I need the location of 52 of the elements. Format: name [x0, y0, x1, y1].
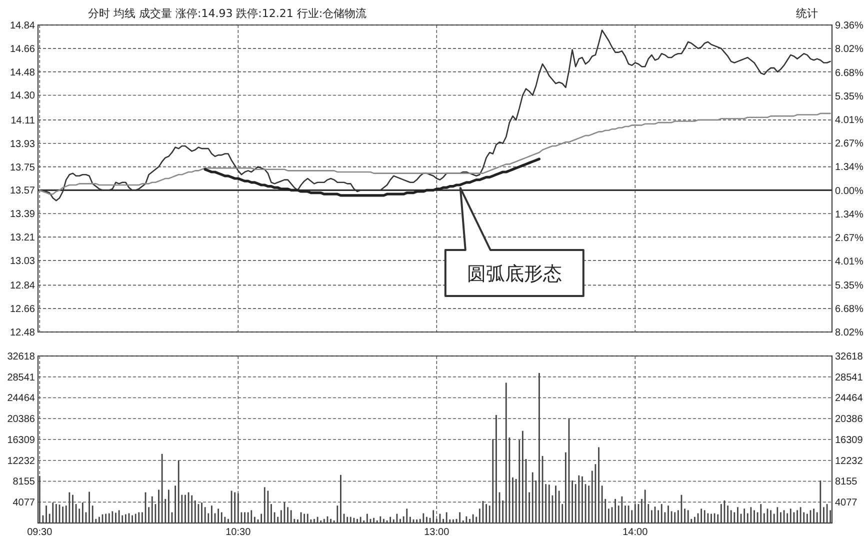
y-tick-label: 16309 — [7, 435, 36, 446]
annotation: 圆弧底形态 — [466, 263, 562, 285]
y-tick-label: 13.75 — [10, 162, 36, 174]
y2-tick-label: 4077 — [835, 498, 858, 509]
y2-tick-label: 1.34% — [835, 162, 864, 174]
y-tick-label: 13.03 — [10, 256, 36, 267]
y-tick-label: 12.48 — [10, 328, 36, 338]
y-tick-label: 20386 — [7, 414, 36, 426]
y-tick-label: 32618 — [7, 352, 36, 362]
y2-tick-label: 32618 — [835, 352, 864, 362]
y2-tick-label: 5.35% — [835, 280, 864, 292]
y2-tick-label: 0.00% — [835, 186, 864, 197]
y2-tick-label: 5.35% — [835, 91, 864, 102]
y2-tick-label: 24464 — [835, 393, 864, 404]
x-tick-label: 14:00 — [622, 527, 648, 538]
y-tick-label: 12.84 — [10, 280, 36, 292]
y-tick-label: 12232 — [7, 456, 36, 467]
y-tick-label: 13.21 — [10, 232, 36, 244]
y-tick-label: 13.39 — [10, 209, 36, 220]
chart-title: 分时 均线 成交量 涨停:14.93 跌停:12.21 行业:仓储物流 — [88, 7, 367, 20]
x-tick-label: 09:30 — [27, 527, 53, 538]
y-tick-label: 13.93 — [10, 138, 36, 150]
text: 统计 — [796, 7, 818, 20]
x-tick-label: 10:30 — [226, 527, 252, 538]
y-tick-label: 12.66 — [10, 304, 36, 316]
y2-tick-label: 28541 — [835, 372, 864, 384]
y2-tick-label: 16309 — [835, 435, 864, 446]
y-tick-label: 14.84 — [10, 20, 36, 32]
y2-tick-label: 2.67% — [835, 233, 864, 244]
x-tick-label: 13:00 — [424, 527, 450, 538]
y2-tick-label: 4.01% — [835, 256, 864, 268]
y-tick-label: 14.30 — [10, 90, 36, 102]
y2-tick-label: 9.36% — [835, 20, 864, 32]
y2-tick-label: 2.67% — [835, 138, 864, 150]
y-tick-label: 4077 — [12, 498, 36, 509]
y2-tick-label: 6.68% — [835, 304, 864, 315]
y-tick-label: 8155 — [12, 476, 36, 488]
y2-tick-label: 6.68% — [835, 68, 864, 79]
line-series — [204, 158, 541, 197]
y2-tick-label: 8.02% — [835, 44, 864, 56]
y2-tick-label: 1.34% — [835, 210, 864, 221]
y2-tick-label: 12232 — [835, 456, 864, 467]
y-tick-label: 28541 — [7, 372, 36, 384]
y-tick-label: 14.66 — [10, 44, 36, 55]
y2-tick-label: 8155 — [835, 476, 858, 488]
y2-tick-label: 20386 — [835, 414, 864, 426]
y2-tick-label: 8.02% — [835, 328, 864, 338]
y2-tick-label: 4.01% — [835, 115, 864, 126]
y-tick-label: 13.57 — [10, 186, 36, 197]
y-tick-label: 14.48 — [10, 67, 36, 78]
y-tick-label: 24464 — [7, 393, 36, 404]
y-tick-label: 14.11 — [10, 115, 36, 126]
